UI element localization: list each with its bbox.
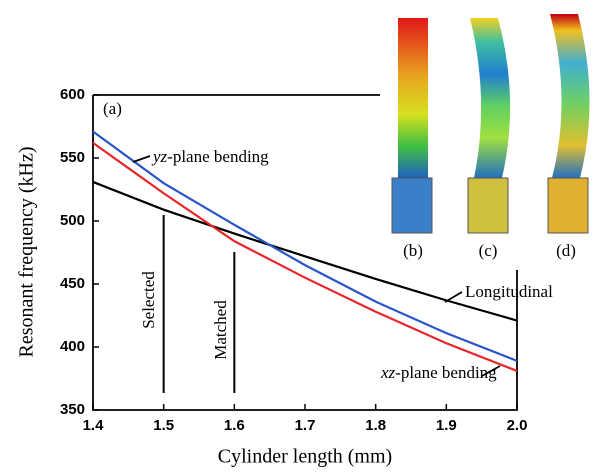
series-label-text: -plane bending <box>167 147 269 166</box>
y-tick-label: 450 <box>60 275 85 292</box>
x-tick-label: 2.0 <box>507 417 528 434</box>
x-tick-label: 1.8 <box>365 417 386 434</box>
y-tick-label: 500 <box>60 212 85 229</box>
leader-line <box>133 156 150 162</box>
inset-label: (c) <box>479 241 498 260</box>
chart: Cylinder length (mm) Resonant frequency … <box>0 0 597 473</box>
inset-b <box>398 18 428 178</box>
inset-d-base <box>548 178 588 233</box>
x-axis-title: Cylinder length (mm) <box>218 446 392 468</box>
series-label-italic: yz <box>151 147 168 166</box>
inset-d <box>550 14 590 178</box>
x-tick-label: 1.5 <box>153 417 174 434</box>
marker-label: Selected <box>139 271 158 329</box>
y-tick-label: 350 <box>60 401 85 418</box>
panel-label: (a) <box>103 99 122 118</box>
series-label-italic: xz <box>380 363 396 382</box>
series-label: xz-plane bending <box>380 363 497 382</box>
x-tick-label: 1.6 <box>224 417 245 434</box>
inset-c <box>470 18 510 178</box>
y-tick-label: 600 <box>60 86 85 103</box>
inset-label: (b) <box>403 241 423 260</box>
x-tick-label: 1.9 <box>436 417 457 434</box>
inset-c-base <box>468 178 508 233</box>
leader-line <box>445 292 462 302</box>
y-tick-label: 550 <box>60 149 85 166</box>
marker-label: Matched <box>211 300 230 360</box>
series-label: Longitudinal <box>465 282 553 301</box>
inset-b-base <box>392 178 432 233</box>
series-label-text: -plane bending <box>395 363 497 382</box>
series-label: yz-plane bending <box>151 147 269 166</box>
x-tick-label: 1.7 <box>295 417 316 434</box>
inset-label: (d) <box>556 241 576 260</box>
inset-images <box>392 14 590 233</box>
y-tick-label: 400 <box>60 338 85 355</box>
x-tick-label: 1.4 <box>83 417 105 434</box>
y-axis-title: Resonant frequency (kHz) <box>16 146 38 357</box>
